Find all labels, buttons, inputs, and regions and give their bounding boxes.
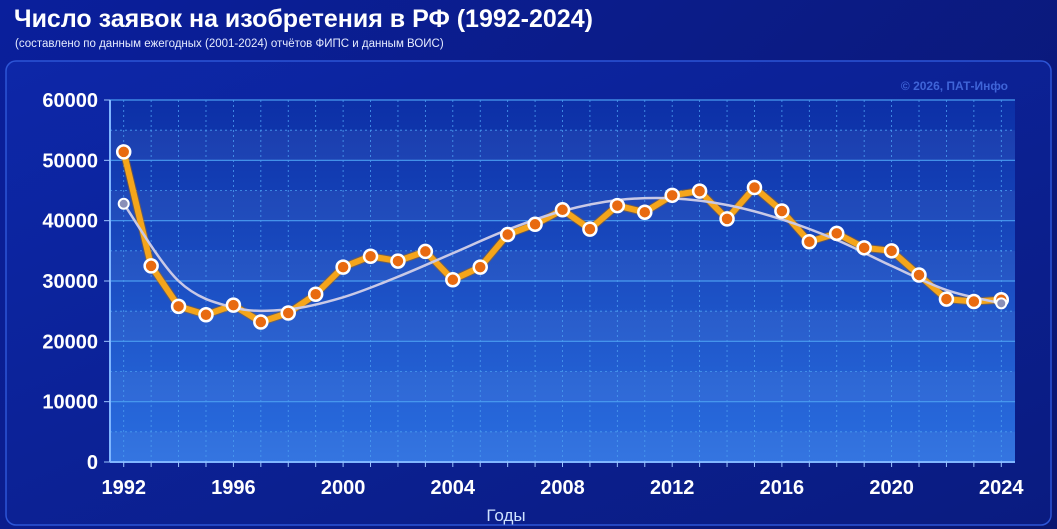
trend-endpoint xyxy=(119,199,129,209)
data-point xyxy=(583,223,596,236)
data-point xyxy=(309,288,322,301)
y-tick-label: 60000 xyxy=(42,90,98,112)
data-point xyxy=(337,261,350,274)
data-point xyxy=(721,212,734,225)
x-tick-label: 1996 xyxy=(211,477,256,499)
data-point xyxy=(611,199,624,212)
data-point xyxy=(666,189,679,202)
data-point xyxy=(254,316,267,329)
x-axis-label: Годы xyxy=(486,506,525,525)
x-tick-label: 2000 xyxy=(321,477,366,499)
data-point xyxy=(913,268,926,281)
x-tick-label: 2008 xyxy=(540,477,585,499)
trend-endpoint xyxy=(996,298,1006,308)
data-point xyxy=(967,295,980,308)
data-point xyxy=(199,308,212,321)
data-point xyxy=(172,300,185,313)
data-point xyxy=(474,261,487,274)
y-tick-label: 50000 xyxy=(42,150,98,172)
data-point xyxy=(419,245,432,258)
data-point xyxy=(145,259,158,272)
x-tick-labels: 1992 1996 2000 2004 2008 2012 2016 2020 2024 xyxy=(101,477,1024,499)
data-point xyxy=(638,206,651,219)
data-point xyxy=(117,145,130,158)
y-tick-label: 10000 xyxy=(42,392,98,414)
y-tick-label: 0 xyxy=(87,452,98,474)
data-point xyxy=(940,293,953,306)
data-point xyxy=(391,255,404,268)
data-point xyxy=(830,227,843,240)
y-tick-label: 20000 xyxy=(42,331,98,353)
x-tick-label: 2012 xyxy=(650,477,695,499)
data-point xyxy=(529,218,542,231)
data-point xyxy=(501,228,514,241)
data-point xyxy=(858,241,871,254)
x-tick-label: 2020 xyxy=(869,477,914,499)
x-tick-label: 1992 xyxy=(101,477,146,499)
data-point xyxy=(446,273,459,286)
x-tick-label: 2004 xyxy=(431,477,476,499)
copyright-watermark: © 2026, ПАТ-Инфо xyxy=(901,79,1008,93)
data-point xyxy=(748,181,761,194)
data-point xyxy=(885,244,898,257)
data-point xyxy=(556,203,569,216)
data-point xyxy=(693,185,706,198)
data-point xyxy=(282,306,295,319)
x-tick-label: 2016 xyxy=(760,477,805,499)
data-point xyxy=(364,250,377,263)
y-tick-label: 40000 xyxy=(42,211,98,233)
x-tick-label: 2024 xyxy=(979,477,1024,499)
data-point xyxy=(803,235,816,248)
data-point xyxy=(227,299,240,312)
data-point xyxy=(775,205,788,218)
y-tick-label: 30000 xyxy=(42,271,98,293)
